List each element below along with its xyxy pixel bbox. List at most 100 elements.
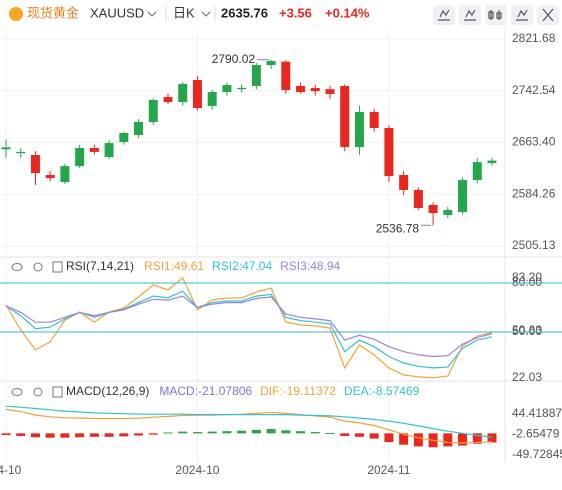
tool-button[interactable] [433, 5, 455, 25]
candle-body [222, 85, 232, 93]
rsi-line [5, 276, 493, 379]
y-tick-label: 44.41887 [512, 406, 562, 420]
candle-body [384, 127, 394, 177]
y-tick-label: 2821.68 [512, 31, 556, 45]
candle-body [296, 86, 306, 93]
macd-bar [75, 433, 85, 438]
y-tick-label: -2.65479 [512, 427, 560, 441]
instrument-name[interactable]: 现货黄金 [27, 5, 79, 20]
candle-body [325, 89, 335, 94]
tool-button[interactable] [485, 5, 507, 25]
macd-bar [119, 433, 129, 437]
legend-entry: RSI1:49.61 [144, 259, 204, 273]
legend-entry: MACD:-21.07806 [159, 384, 252, 398]
candle-body [178, 83, 188, 103]
x-tick-label: 24-10 [0, 463, 22, 477]
macd-bar [237, 430, 247, 434]
candle-body [119, 132, 129, 142]
macd-bar [325, 432, 335, 434]
param-icon[interactable] [52, 261, 63, 273]
candle-body [458, 180, 468, 213]
dropdown-arrow[interactable] [201, 11, 211, 17]
candle-body [60, 166, 70, 183]
macd-line [5, 405, 493, 438]
candle-body [45, 175, 55, 179]
candle-body [266, 61, 276, 66]
symbol[interactable]: XAUUSD [90, 5, 144, 20]
candle-body [30, 155, 40, 174]
period[interactable]: 日K [173, 5, 195, 20]
y-tick-label: 50.63 [512, 323, 542, 337]
y-tick-label: 2742.54 [512, 83, 556, 97]
price-change-pct: +0.14% [325, 5, 370, 20]
y-tick-label: -49.72845 [512, 447, 562, 461]
settings-icon[interactable] [33, 387, 43, 397]
macd-bar [1, 433, 11, 436]
macd-bar [384, 433, 394, 443]
macd-bar [163, 432, 173, 434]
indicator-title: MACD(12,26,9) [66, 384, 149, 398]
eye-icon[interactable] [11, 388, 23, 396]
macd-bar [281, 430, 291, 434]
y-tick-label: 2663.40 [512, 135, 556, 149]
y-tick-label: 22.03 [512, 370, 542, 384]
gold-icon [9, 7, 23, 21]
macd-bar [413, 433, 423, 447]
macd-bar [266, 428, 276, 434]
macd-bar [30, 433, 40, 438]
candle-body [281, 61, 291, 90]
legend-entry: RSI3:48.94 [280, 259, 340, 273]
rsi-line [5, 290, 493, 369]
macd-bar [134, 433, 144, 436]
legend-entry: DIF:-19.11372 [260, 384, 336, 398]
candle-body [16, 151, 26, 154]
candle-body [399, 175, 409, 190]
candle-body [310, 88, 320, 92]
settings-icon[interactable] [33, 262, 43, 272]
macd-bar [104, 433, 114, 437]
macd-bar [340, 433, 350, 436]
candle-body [472, 162, 482, 181]
dropdown-arrow[interactable] [147, 11, 157, 17]
icon [516, 9, 528, 21]
tool-button[interactable] [459, 5, 481, 25]
candle-body [251, 65, 261, 87]
y-tick-label: 80.00 [512, 275, 542, 289]
macd-bar [207, 431, 217, 434]
eye-icon[interactable] [11, 263, 23, 271]
high-annotation: 2790.02 [212, 52, 256, 66]
candle-body [207, 92, 217, 107]
macd-bar [458, 433, 468, 446]
macd-bar [178, 431, 188, 434]
plot-area [0, 28, 505, 462]
macd-bar [399, 433, 409, 445]
macd-bar [472, 433, 482, 444]
candle-body [413, 189, 423, 208]
macd-bar [251, 429, 261, 434]
icon [542, 8, 554, 22]
tool-button[interactable] [511, 5, 533, 25]
param-icon[interactable] [52, 386, 63, 398]
macd-bar [60, 433, 70, 438]
candle-body [237, 87, 247, 90]
candle-body [163, 96, 173, 103]
header: 现货黄金 XAUUSD 日K 2635.76 +3.56 +0.14% [9, 5, 559, 25]
macd-bar [487, 433, 497, 443]
last-price: 2635.76 [221, 5, 268, 20]
candle-body [89, 148, 99, 152]
indicator-icons [11, 261, 63, 398]
candle-body [369, 111, 379, 128]
candle-body [75, 148, 85, 167]
low-annotation: 2536.78 [376, 221, 420, 235]
candle-body [104, 143, 114, 158]
icon [438, 9, 450, 21]
price-change: +3.56 [279, 5, 312, 20]
macd-bar [369, 433, 379, 439]
macd-bar [16, 433, 26, 436]
indicator-title: RSI(7,14,21) [66, 259, 134, 273]
candle-body [354, 111, 364, 148]
legend-entry: DEA:-8.57469 [344, 384, 420, 398]
candle-body [1, 147, 11, 150]
